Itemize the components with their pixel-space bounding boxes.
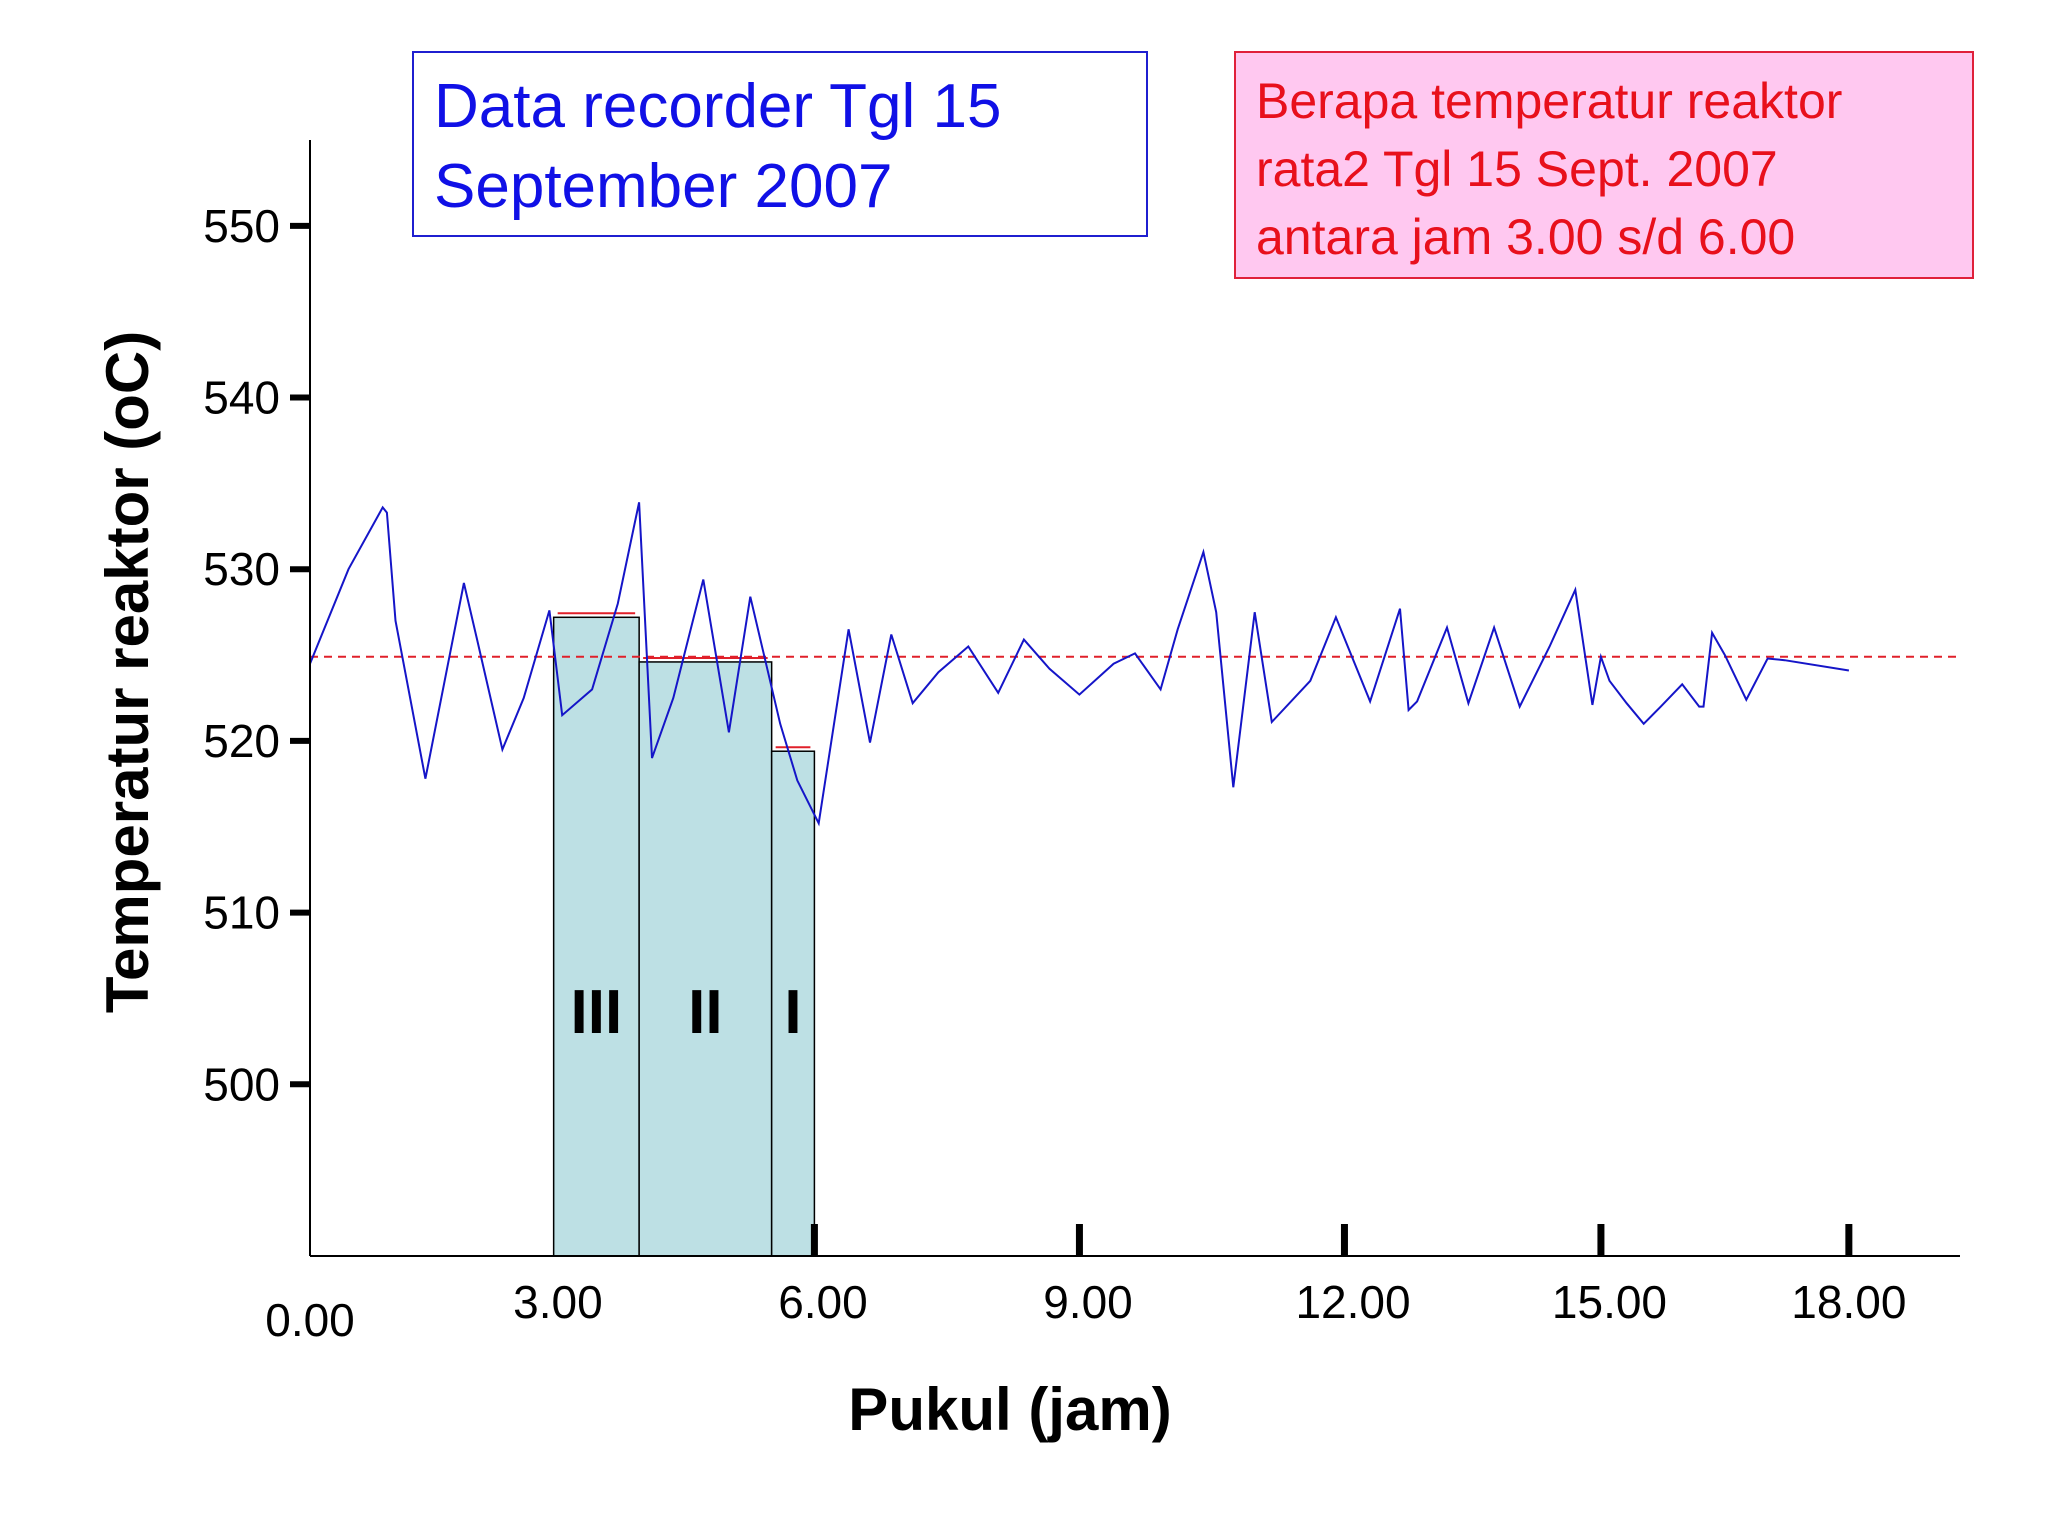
y-tick-label: 500 <box>203 1058 280 1110</box>
title-box: Data recorder Tgl 15 September 2007 <box>412 51 1148 237</box>
x-ticks: 0.00 3.00 6.00 9.00 12.00 15.00 18.00 <box>265 1224 1906 1346</box>
y-ticks: 500 510 520 530 540 550 <box>203 200 310 1110</box>
bar-label-I: I <box>784 978 801 1047</box>
bar-label-II: II <box>688 978 722 1047</box>
y-tick-label: 520 <box>203 715 280 767</box>
x-tick-label: 18.00 <box>1791 1276 1906 1328</box>
x-tick-label: 6.00 <box>778 1276 868 1328</box>
question-line-3: antara jam 3.00 s/d 6.00 <box>1256 209 1796 265</box>
title-line-1: Data recorder Tgl 15 <box>434 72 1002 141</box>
title-line-2: September 2007 <box>434 152 893 221</box>
question-box: Berapa temperatur reaktor rata2 Tgl 15 S… <box>1234 51 1974 279</box>
bar-II <box>638 661 773 1257</box>
x-tick-label: 0.00 <box>265 1294 355 1346</box>
bars-layer: III II I <box>552 612 816 1257</box>
x-tick-label: 12.00 <box>1295 1276 1410 1328</box>
x-axis-label: Pukul (jam) <box>848 1376 1171 1443</box>
bar-label-III: III <box>571 978 623 1047</box>
question-line-2: rata2 Tgl 15 Sept. 2007 <box>1256 141 1778 197</box>
y-tick-label: 510 <box>203 887 280 939</box>
y-tick-label: 540 <box>203 372 280 424</box>
x-tick-label: 9.00 <box>1043 1276 1133 1328</box>
x-tick-label: 3.00 <box>513 1276 603 1328</box>
y-tick-label: 550 <box>203 200 280 252</box>
temperature-series-line <box>309 502 1850 827</box>
y-axis-label: Temperatur reaktor (oC) <box>94 331 161 1013</box>
x-tick-label: 15.00 <box>1552 1276 1667 1328</box>
bar-I <box>770 750 816 1257</box>
bar-III <box>552 616 640 1257</box>
question-line-1: Berapa temperatur reaktor <box>1256 73 1843 129</box>
y-tick-label: 530 <box>203 543 280 595</box>
